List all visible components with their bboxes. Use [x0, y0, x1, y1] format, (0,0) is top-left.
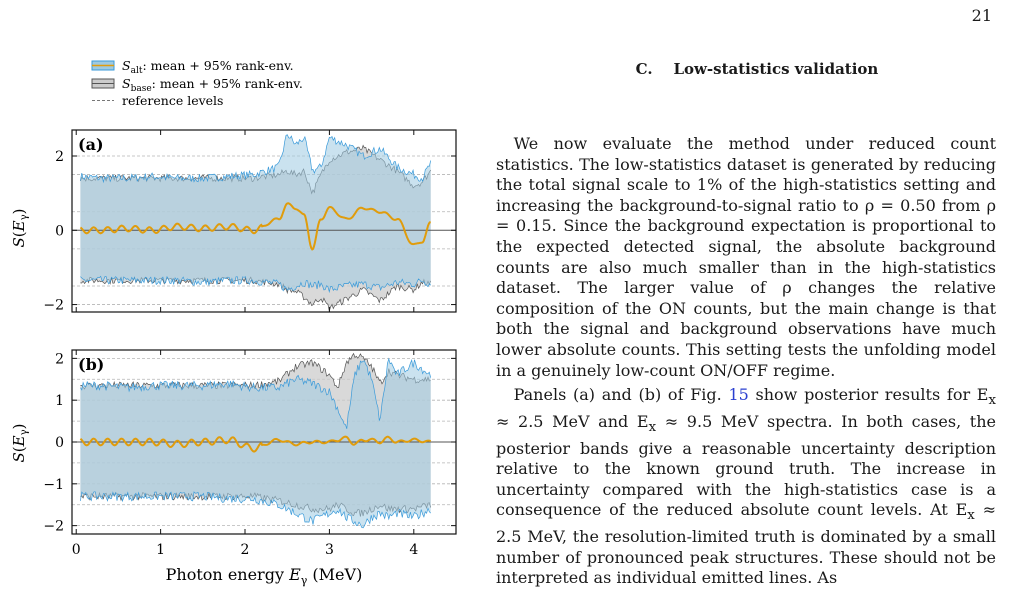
panel-a: −2 0 2 (a) — [43, 129, 457, 314]
figure-ref-link[interactable]: 15 — [728, 385, 749, 405]
figure-svg: Salt: mean + 95% rank-env. Sbase: mean +… — [10, 58, 457, 587]
legend-alt-label: Salt: mean + 95% rank-env. — [122, 58, 294, 76]
x-tick-label: 3 — [325, 542, 334, 558]
x-tick-label: 4 — [409, 542, 418, 558]
legend-ref-label: reference levels — [122, 93, 223, 108]
x-tick-label: 1 — [156, 542, 165, 558]
page-number: 21 — [971, 6, 992, 25]
x-axis-label: Photon energy Eγ (MeV) — [166, 565, 363, 587]
mean-line — [79, 435, 432, 453]
axes-frame — [71, 129, 457, 313]
y-tick-label: 0 — [55, 435, 64, 451]
section-heading: C. Low-statistics validation — [518, 60, 996, 78]
legend: Salt: mean + 95% rank-env. Sbase: mean +… — [91, 58, 303, 108]
y-tick-label: −1 — [43, 477, 64, 493]
mean-line — [79, 202, 431, 251]
y-tick-label: −2 — [43, 298, 64, 314]
panel-label: (a) — [78, 135, 104, 154]
y-tick-label: 2 — [55, 351, 64, 367]
y-tick-label: 1 — [55, 393, 64, 409]
alt-upper-edge — [80, 357, 432, 429]
y-tick-label: 0 — [55, 223, 64, 239]
section-title: Low-statistics validation — [673, 60, 879, 78]
section-label: C. — [635, 60, 653, 78]
y-axis-label-a: S(Eγ) — [10, 209, 30, 248]
y-axis-label-b: S(Eγ) — [10, 424, 30, 463]
body-text: We now evaluate the method under reduced… — [496, 134, 996, 589]
panel-b: −2 −1 0 1 2 0 1 2 3 4 (b) — [43, 349, 457, 558]
x-tick-label: 2 — [241, 542, 250, 558]
legend-base-label: Sbase: mean + 95% rank-env. — [122, 76, 303, 94]
panel-label: (b) — [78, 355, 104, 374]
paragraph-1: We now evaluate the method under reduced… — [496, 134, 996, 380]
alt-lower-edge — [80, 491, 431, 529]
alt-band — [80, 134, 431, 292]
figure: Salt: mean + 95% rank-env. Sbase: mean +… — [0, 0, 480, 612]
alt-lower-edge — [80, 275, 431, 294]
x-tick-label: 0 — [72, 542, 81, 558]
paragraph-2: Panels (a) and (b) of Fig. 15 show poste… — [496, 385, 997, 588]
alt-upper-edge — [80, 134, 432, 184]
y-tick-label: 2 — [55, 149, 64, 165]
alt-band — [80, 358, 431, 528]
base-upper-edge — [80, 352, 431, 390]
y-tick-label: −2 — [43, 519, 64, 535]
